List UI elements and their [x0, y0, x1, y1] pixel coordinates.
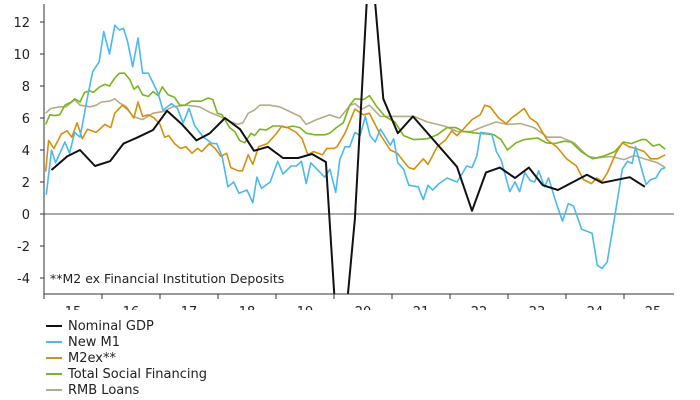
legend-swatch — [46, 373, 62, 375]
legend-item: RMB Loans — [46, 382, 207, 398]
y-tick-label: 0 — [22, 208, 30, 223]
series-line-rmb-loans — [45, 98, 666, 169]
y-tick-label: 6 — [22, 112, 30, 127]
y-tick-label: 10 — [13, 48, 30, 63]
series-line-m2ex- — [44, 101, 666, 185]
x-tick-label: 20 — [355, 305, 372, 310]
legend-label: Nominal GDP — [68, 318, 154, 334]
legend-label: Total Social Financing — [68, 366, 208, 382]
legend-item: Nominal GDP — [46, 318, 207, 334]
x-tick-label: 18 — [239, 305, 256, 310]
x-tick-label: 23 — [529, 305, 546, 310]
legend-swatch — [46, 389, 62, 391]
legend: Nominal GDP New M1 M2ex** Total Social Fina… — [46, 318, 207, 398]
x-tick-label: 15 — [65, 305, 82, 310]
x-tick-label: 19 — [297, 305, 314, 310]
legend-label: New M1 — [68, 334, 120, 350]
y-tick-label: 8 — [22, 80, 30, 95]
y-tick-label: -2 — [17, 240, 30, 255]
legend-item: New M1 — [46, 334, 207, 350]
legend-swatch — [46, 357, 62, 359]
x-tick-label: 25 — [645, 305, 662, 310]
series-line-nominal-gdp — [50, 4, 646, 294]
x-tick-label: 24 — [587, 305, 604, 310]
x-tick-label: 16 — [123, 305, 140, 310]
y-tick-label: 2 — [22, 176, 30, 191]
y-tick-label: 12 — [13, 16, 30, 31]
x-tick-label: 21 — [413, 305, 430, 310]
series-line-total-social-financing — [44, 72, 666, 160]
y-tick-label: -4 — [17, 272, 30, 287]
x-tick-label: 22 — [471, 305, 488, 310]
series-line-new-m1 — [45, 24, 666, 270]
legend-item: M2ex** — [46, 350, 207, 366]
legend-swatch — [46, 341, 62, 343]
legend-item: Total Social Financing — [46, 366, 207, 382]
x-tick-label: 17 — [181, 305, 198, 310]
footnote: **M2 ex Financial Institution Deposits — [50, 271, 284, 286]
legend-label: M2ex** — [68, 350, 116, 366]
legend-label: RMB Loans — [68, 382, 140, 398]
y-tick-label: 4 — [22, 144, 30, 159]
legend-swatch — [46, 325, 62, 327]
